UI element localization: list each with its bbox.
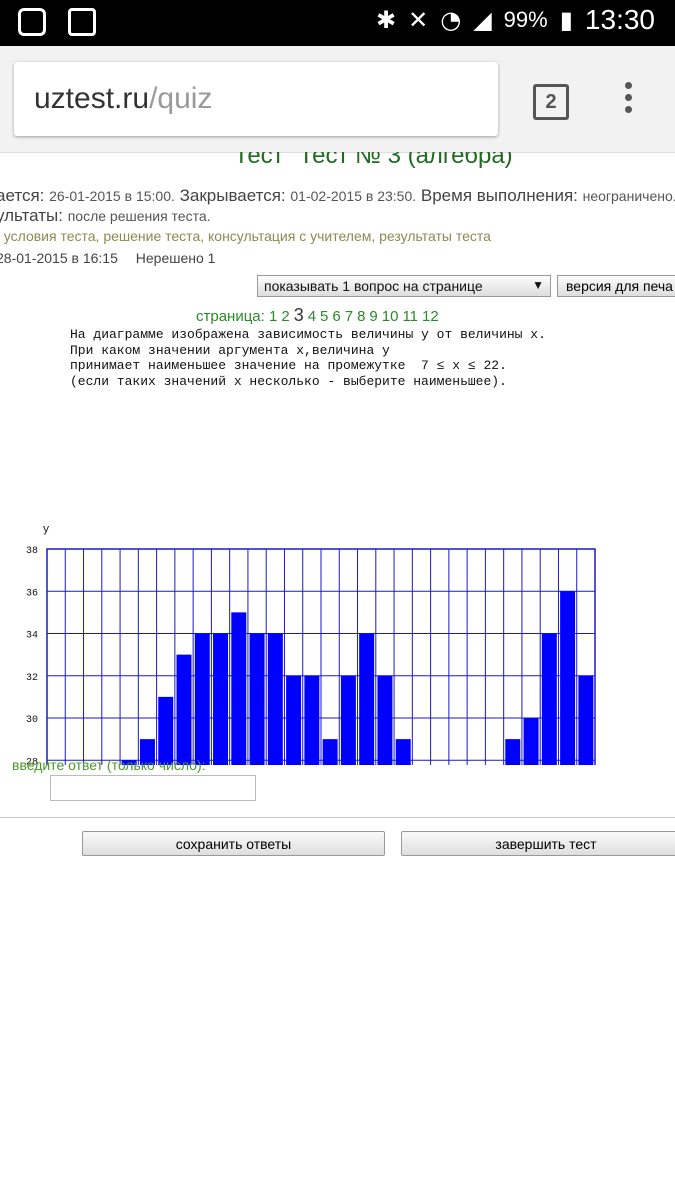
address-bar[interactable]: uztest.ru/quiz (14, 62, 498, 136)
page-link-7[interactable]: 7 (344, 308, 354, 325)
bar-x-27 (523, 718, 539, 765)
bar-x-30 (578, 675, 594, 765)
bar-x-17 (340, 675, 356, 765)
bar-x-19 (377, 675, 393, 765)
y-tick-label: 30 (26, 715, 38, 726)
bar-x-16 (322, 739, 338, 765)
closes-label: Закрывается: (179, 186, 286, 205)
attempt-status: Нерешено 1 (135, 250, 216, 266)
attempt-date: 28-01-2015 в 16:15 (0, 250, 118, 266)
y-tick-label: 32 (26, 673, 38, 684)
signal-icon: ◢ (473, 6, 492, 34)
clock: 13:30 (584, 4, 655, 35)
duration-value: неограничено. (582, 188, 675, 204)
dropdown-arrow-icon: ▼ (532, 278, 544, 292)
bar-x-9 (194, 633, 210, 765)
url-path: /quiz (149, 82, 213, 115)
print-version-button[interactable]: версия для печа (557, 275, 675, 297)
answer-input[interactable] (50, 775, 256, 801)
url-host: uztest.ru (34, 82, 150, 115)
page-link-5[interactable]: 5 (320, 308, 329, 325)
bar-x-5 (121, 760, 137, 765)
status-bar: ✱ ✕ ◔ ◢ 99% ▮ 13:30 (0, 0, 675, 46)
y-tick-label: 38 (26, 546, 38, 557)
question-block: 2426283032343638123456789101112131415161… (0, 325, 675, 765)
question-line-3: принимает наименьшее значение на промежу… (70, 358, 507, 373)
page-link-1[interactable]: 1 (269, 308, 278, 325)
pagination: страница: 1 2 3 4 5 6 7 8 9 10 11 12 (196, 305, 443, 326)
results-info: ультаты: после решения теста. (0, 206, 211, 226)
bar-x-20 (395, 739, 411, 765)
question-line-1: На диаграмме изображена зависимость вели… (70, 327, 546, 342)
battery-icon: ▮ (559, 6, 573, 34)
y-tick-label: 28 (26, 757, 38, 765)
bar-x-15 (304, 675, 320, 765)
page-link-12[interactable]: 12 (422, 308, 439, 325)
bar-x-8 (176, 654, 192, 765)
select-value: показывать 1 вопрос на странице (264, 278, 483, 294)
bluetooth-icon: ✱ (376, 6, 397, 34)
page-link-11[interactable]: 11 (402, 308, 419, 325)
save-answers-button[interactable]: сохранить ответы (82, 831, 385, 856)
page-link-4[interactable]: 4 (307, 308, 317, 325)
test-schedule: ается: 26-01-2015 в 15:00. Закрывается: … (0, 186, 675, 206)
page-link-8[interactable]: 8 (357, 308, 366, 325)
bar-x-26 (505, 739, 521, 765)
overflow-menu-icon[interactable] (625, 82, 633, 118)
divider (0, 817, 675, 818)
results-label: ультаты: (0, 206, 63, 225)
battery-percent: 99% (503, 7, 548, 32)
question-text: На диаграмме изображена зависимость вели… (70, 327, 546, 389)
attempt-info: 28-01-2015 в 16:15 Нерешено 1 (0, 250, 215, 266)
y-axis-label: y (43, 524, 50, 536)
y-tick-label: 34 (26, 631, 38, 642)
question-line-4: (если таких значений x несколько - выбер… (70, 373, 507, 389)
tab-switcher-button[interactable]: 2 (533, 84, 569, 120)
page-link-2[interactable]: 2 (281, 308, 290, 325)
pager-label: страница: (196, 308, 265, 325)
opens-label: ается: (0, 186, 45, 205)
bar-chart: 2426283032343638123456789101112131415161… (26, 524, 596, 765)
closes-value: 01-02-2015 в 23:50. (290, 188, 417, 204)
duration-label: Время выполнения: (420, 186, 578, 205)
bar-x-10 (213, 633, 229, 765)
page-link-3[interactable]: 3 (293, 305, 304, 325)
page-link-10[interactable]: 10 (381, 308, 399, 325)
y-tick-label: 36 (26, 588, 38, 599)
app-notification-icon (18, 8, 46, 36)
questions-per-page-select[interactable]: показывать 1 вопрос на странице ▼ (257, 275, 551, 297)
test-links[interactable]: : условия теста, решение теста, консульт… (0, 228, 491, 244)
opens-value: 26-01-2015 в 15:00. (49, 188, 175, 204)
answer-label: введите ответ (только число): (12, 757, 206, 773)
page-link-9[interactable]: 9 (369, 308, 378, 325)
bar-x-13 (267, 633, 283, 765)
wifi-icon: ◔ (440, 6, 462, 34)
watch-notification-icon (68, 8, 96, 36)
bar-x-6 (139, 739, 155, 765)
bar-x-18 (359, 633, 375, 765)
mute-icon: ✕ (408, 6, 429, 34)
bar-x-7 (158, 696, 174, 765)
browser-toolbar: uztest.ru/quiz 2 (0, 46, 675, 153)
bar-x-28 (541, 633, 557, 765)
bar-x-14 (286, 675, 302, 765)
question-line-2: При каком значении аргумента x,величина … (70, 342, 390, 358)
results-value: после решения теста. (67, 208, 211, 224)
bar-x-11 (231, 612, 247, 765)
page-content: Тест "Тест № 3 (алгебра)" ается: 26-01-2… (0, 152, 675, 1200)
bar-x-29 (560, 591, 576, 765)
page-link-6[interactable]: 6 (332, 308, 341, 325)
page-title: Тест "Тест № 3 (алгебра)" (234, 152, 522, 169)
bar-x-12 (249, 633, 265, 765)
finish-test-button[interactable]: завершить тест (401, 831, 675, 856)
